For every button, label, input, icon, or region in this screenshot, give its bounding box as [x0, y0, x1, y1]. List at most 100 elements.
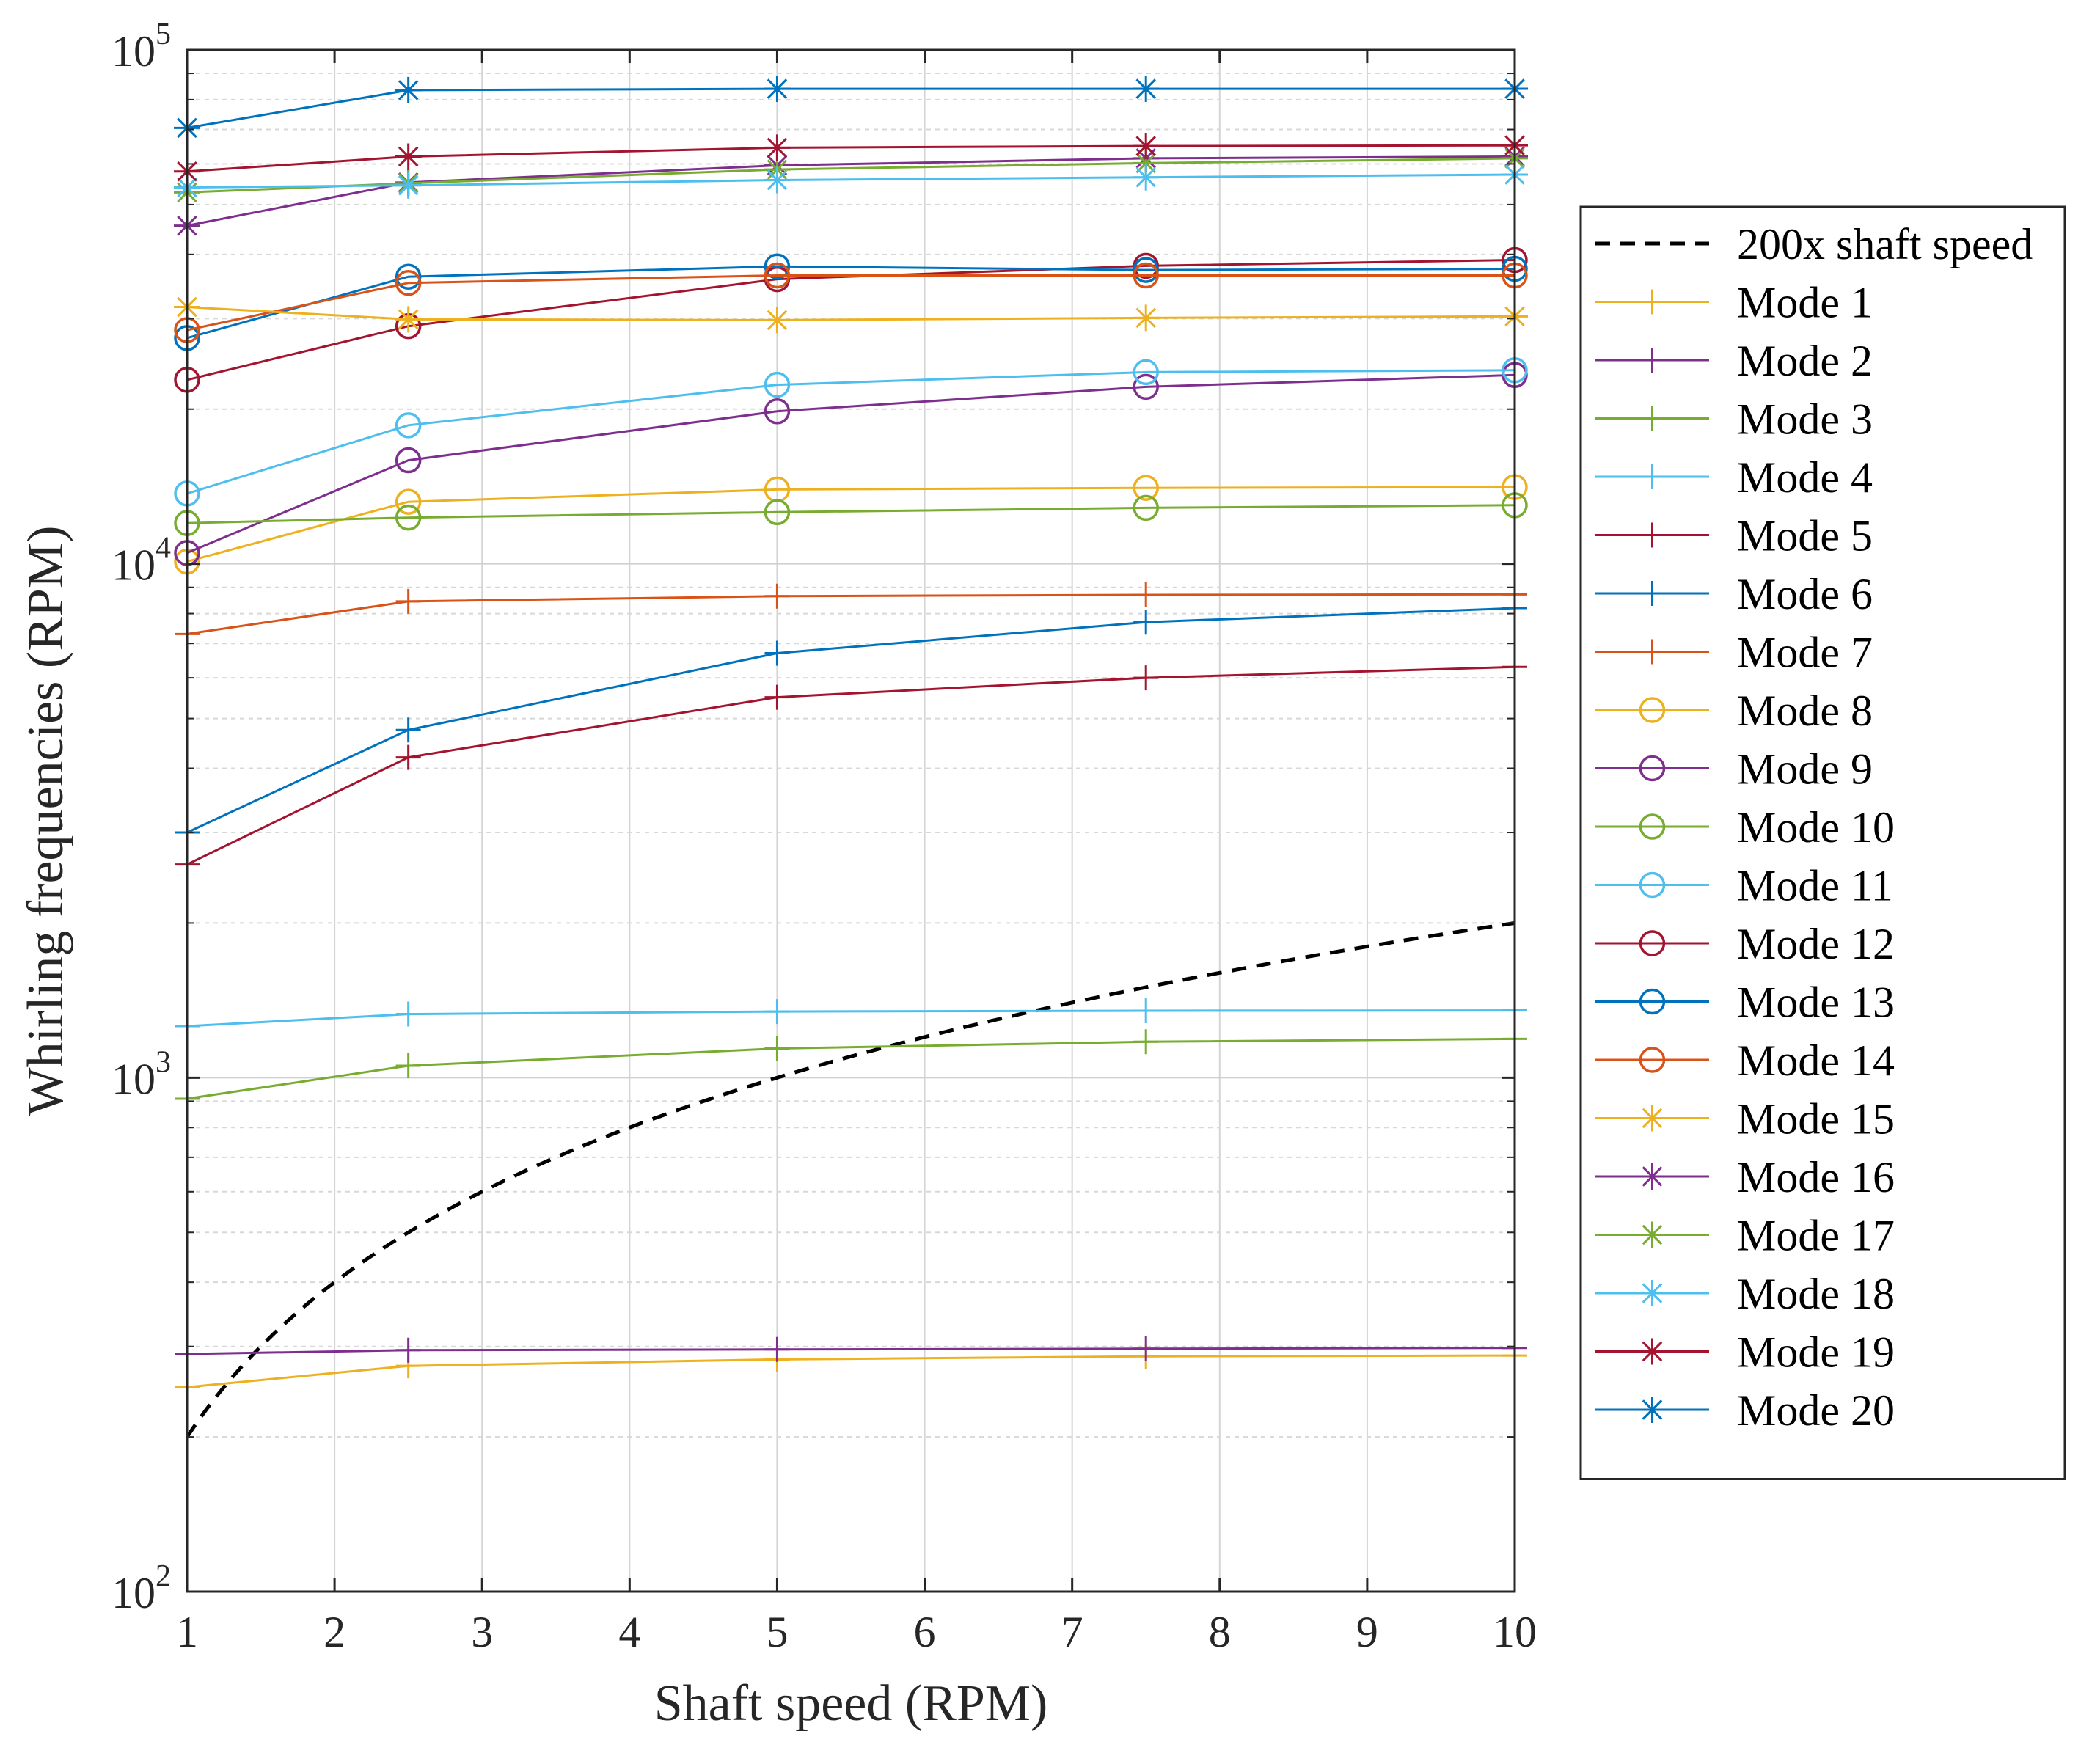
legend-marker	[1639, 1047, 1666, 1073]
x-tick-label: 7	[1061, 1608, 1083, 1656]
data-point	[764, 499, 791, 526]
y-axis-label: Whirling frequencies (RPM)	[18, 526, 74, 1116]
data-point	[395, 744, 421, 770]
x-tick-label: 2	[323, 1608, 345, 1656]
series-line	[186, 265, 1515, 340]
y-tick-label: 105	[111, 18, 171, 76]
legend-label: Mode 3	[1737, 395, 1873, 444]
data-point	[395, 1053, 421, 1079]
legend-marker	[1639, 1221, 1666, 1248]
legend-marker	[1639, 1397, 1666, 1423]
series-line	[186, 504, 1515, 524]
data-point	[1133, 665, 1159, 691]
legend-marker	[1639, 1338, 1666, 1365]
data-point	[1133, 304, 1160, 332]
legend-marker	[1639, 1105, 1666, 1132]
legend-label: Mode 15	[1737, 1095, 1895, 1143]
legend-label: Mode 13	[1737, 978, 1895, 1027]
data-point	[1133, 164, 1160, 191]
data-point	[395, 717, 421, 743]
data-point	[764, 76, 791, 103]
legend-label: Mode 12	[1737, 920, 1895, 968]
legend-marker	[1639, 988, 1666, 1015]
legend-label: Mode 8	[1737, 687, 1873, 735]
data-point	[764, 134, 791, 161]
x-tick-label: 6	[914, 1608, 936, 1656]
legend-marker	[1639, 697, 1666, 723]
data-point	[395, 1001, 421, 1027]
y-tick-base: 10	[111, 27, 156, 76]
legend-label: Mode 20	[1737, 1386, 1895, 1435]
y-tick-base: 10	[111, 1055, 156, 1103]
legend-label: Mode 16	[1737, 1153, 1895, 1201]
legend-marker	[1639, 406, 1665, 431]
series-line	[186, 369, 1515, 495]
legend-marker	[1639, 930, 1666, 956]
x-tick-label: 5	[766, 1608, 788, 1656]
legend-label: Mode 9	[1737, 745, 1873, 794]
x-axis-label: Shaft speed (RPM)	[654, 1675, 1048, 1732]
data-point	[1133, 582, 1159, 608]
data-point	[395, 447, 422, 474]
data-point	[395, 269, 422, 296]
legend-marker	[1639, 639, 1665, 665]
data-point	[764, 262, 791, 289]
series-line	[186, 373, 1515, 555]
data-point	[1133, 1336, 1159, 1361]
y-tick-label: 102	[111, 1559, 171, 1617]
data-point	[764, 684, 790, 710]
legend: 200x shaft speed Mode 1 Mode 2 Mode 3 Mode 4…	[1579, 205, 2066, 1480]
data-point	[395, 143, 422, 170]
series-3	[175, 1026, 1527, 1112]
legend-marker	[1639, 1280, 1666, 1306]
y-tick-label: 104	[111, 532, 171, 590]
axes-box	[186, 48, 1516, 1593]
legend-marker	[1639, 581, 1665, 606]
data-point	[395, 588, 421, 614]
y-tick-exponent: 5	[156, 18, 171, 51]
legend-label: Mode 5	[1737, 512, 1873, 560]
legend-marker	[1639, 1163, 1666, 1190]
series-line	[186, 486, 1515, 563]
legend-marker	[1639, 871, 1666, 899]
legend-label: Mode 11	[1737, 862, 1893, 910]
data-point	[764, 583, 790, 609]
y-tick-exponent: 4	[156, 532, 171, 566]
data-point	[395, 306, 422, 333]
data-point	[1133, 998, 1159, 1024]
data-point	[764, 253, 791, 279]
data-point	[1133, 610, 1159, 635]
legend-label: Mode 19	[1737, 1328, 1895, 1377]
x-tick-label: 4	[618, 1608, 640, 1656]
data-point	[395, 504, 422, 531]
data-point	[1133, 262, 1159, 289]
data-point	[1133, 373, 1159, 400]
x-tick-label: 3	[471, 1608, 493, 1656]
legend-label: Mode 7	[1737, 629, 1873, 677]
legend-label: Mode 18	[1737, 1270, 1895, 1318]
x-tick-label: 10	[1493, 1608, 1537, 1656]
data-point	[395, 488, 422, 515]
data-point	[764, 307, 791, 334]
legend-label: Mode 10	[1737, 803, 1895, 852]
data-point	[1133, 1029, 1159, 1055]
grid	[187, 50, 1515, 1592]
y-tick-base: 10	[111, 541, 156, 590]
x-tick-label: 8	[1209, 1608, 1231, 1656]
data-point	[764, 1336, 790, 1362]
data-point	[395, 1337, 421, 1363]
legend-label: Mode 4	[1737, 453, 1873, 502]
x-tick-label: 9	[1356, 1608, 1378, 1656]
data-point	[1133, 359, 1159, 386]
data-point	[395, 76, 422, 103]
data-point	[1133, 475, 1159, 501]
legend-label: Mode 14	[1737, 1036, 1895, 1085]
data-point	[764, 398, 791, 425]
legend-marker	[1639, 813, 1666, 840]
x-tick-label: 1	[176, 1608, 198, 1656]
legend-marker	[1639, 348, 1665, 373]
data-point	[395, 263, 422, 290]
legend-label: Mode 17	[1737, 1212, 1895, 1260]
